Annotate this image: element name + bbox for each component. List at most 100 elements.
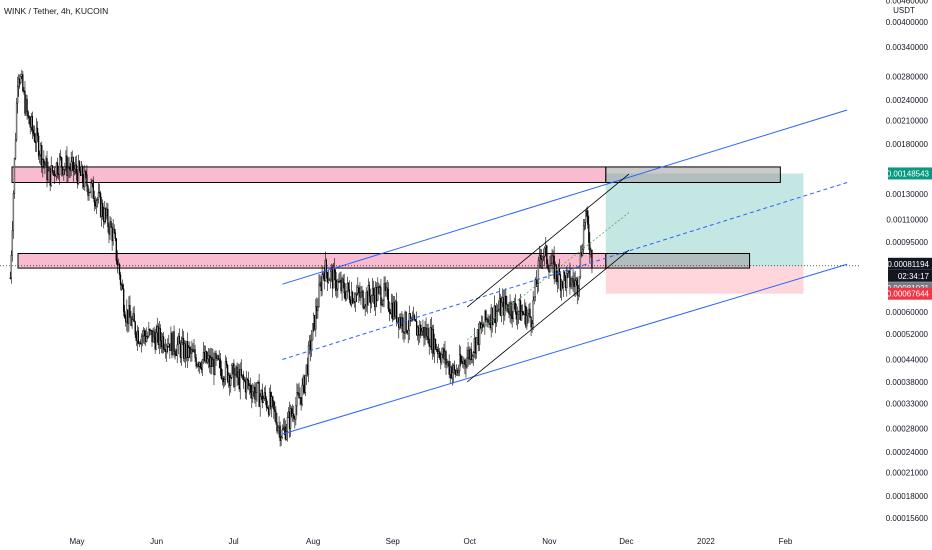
candles [9, 69, 593, 447]
channel-upper-line[interactable] [282, 109, 848, 285]
candle-body [388, 308, 390, 313]
position-tool[interactable] [605, 173, 804, 294]
candle-body [342, 278, 344, 283]
candle-body [291, 408, 293, 416]
candle-body [75, 164, 78, 174]
candle-body [188, 347, 190, 358]
loss-zone[interactable] [605, 266, 804, 294]
trendlines[interactable] [282, 109, 848, 435]
candle-body [211, 357, 213, 367]
candle-body [54, 175, 57, 177]
candle-body [240, 368, 242, 377]
candle-body [446, 362, 448, 365]
candle-body [148, 329, 150, 337]
candle-body [573, 282, 575, 287]
candle-body [278, 425, 280, 428]
candle-body [412, 315, 415, 321]
candle-body [481, 324, 483, 328]
candle-body [422, 327, 424, 332]
candle-body [301, 384, 303, 405]
channel-mid-line[interactable] [282, 182, 848, 360]
price-axis-label: 0.00015600 [886, 514, 929, 523]
candle-body [184, 343, 187, 359]
time-axis-label: 2022 [697, 537, 715, 546]
candle-body [264, 392, 267, 400]
candle-body [77, 161, 80, 184]
candle-body [104, 208, 106, 222]
candle-body [197, 364, 199, 367]
candle-body [554, 264, 556, 279]
candle-body [270, 392, 272, 407]
candle-body [357, 287, 359, 294]
candle-body [134, 321, 136, 335]
candle-body [18, 78, 20, 87]
candle-body [415, 321, 418, 336]
candle-body [57, 173, 60, 176]
candle-body [553, 255, 555, 279]
candle-body [413, 315, 416, 320]
candle-body [180, 342, 183, 358]
candle-body [118, 264, 121, 275]
candle-body [98, 191, 101, 194]
time-axis-labels: May Jun Jul Aug Sep Oct Nov Dec 2022 Feb [69, 537, 792, 546]
candle-body [473, 338, 476, 353]
candle-body [267, 407, 270, 415]
candle-body [53, 170, 56, 176]
candle-body [271, 396, 273, 407]
candle-body [564, 272, 566, 277]
candle-body [110, 221, 112, 228]
resistance-zones[interactable] [11, 166, 781, 269]
candle-body [209, 355, 211, 367]
candle-body [575, 278, 577, 281]
candle-body [300, 397, 302, 405]
candle-body [565, 275, 567, 289]
candle-body [26, 99, 28, 112]
candle-body [313, 314, 315, 324]
time-axis[interactable] [0, 532, 932, 550]
candle-body [524, 305, 526, 315]
candle-body [158, 328, 161, 345]
candle-body [137, 330, 140, 344]
candle-body [34, 140, 37, 143]
time-axis-label: Jul [228, 537, 238, 546]
candle-body [368, 285, 371, 297]
channel-lower-line[interactable] [282, 263, 848, 435]
candle-body [29, 123, 31, 128]
wedge-upper-line[interactable] [466, 173, 630, 308]
candle-body [121, 284, 124, 290]
candle-body [490, 307, 492, 328]
candle-body [525, 305, 527, 327]
candle-body [520, 311, 523, 321]
profit-zone[interactable] [605, 173, 804, 267]
candle-body [210, 357, 212, 367]
time-axis-label: May [69, 537, 84, 546]
candle-body [550, 263, 552, 267]
time-axis-label: Nov [542, 537, 556, 546]
candle-body [286, 417, 289, 432]
candle-body [257, 382, 259, 384]
wedge-lower-line[interactable] [466, 249, 630, 383]
candle-body [430, 327, 432, 350]
candle-body [373, 295, 376, 307]
zone-upper[interactable] [11, 166, 607, 184]
candle-body [431, 328, 434, 350]
candle-body [414, 319, 417, 322]
candle-body [106, 208, 108, 217]
candle-body [225, 360, 228, 366]
candle-body [377, 286, 379, 301]
candle-body [450, 366, 452, 379]
candle-body [242, 374, 245, 380]
candle-body [254, 387, 256, 400]
candle-body [345, 290, 347, 300]
candle-body [181, 338, 184, 343]
candle-body [372, 288, 375, 296]
candle-body [317, 306, 319, 312]
candle-body [475, 337, 478, 354]
candle-body [558, 267, 561, 275]
candle-body [12, 193, 15, 231]
candle-body [199, 362, 201, 368]
candle-body [508, 311, 510, 315]
candle-body [522, 311, 524, 314]
